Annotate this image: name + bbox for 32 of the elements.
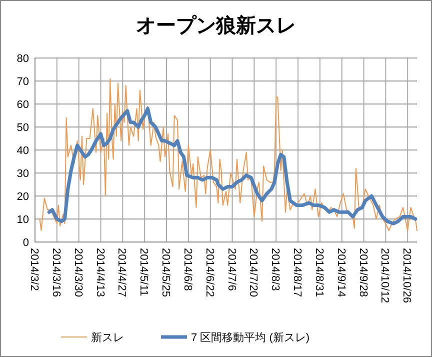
x-tick-label: 2014/4/27 [116, 248, 128, 297]
x-tick-label: 2014/8/3 [269, 248, 282, 291]
y-tick-label: 40 [16, 145, 29, 157]
x-tick-label: 2014/6/8 [181, 248, 194, 291]
x-tick-label: 2014/10/26 [400, 248, 413, 304]
y-tick-label: 60 [16, 99, 29, 111]
chart-title: オープン狼新スレ [136, 14, 296, 37]
x-tick-label: 2014/3/30 [72, 248, 84, 297]
x-tick-label: 2014/5/25 [160, 248, 172, 297]
x-tick-label: 2014/3/2 [28, 248, 40, 291]
y-tick-label: 50 [16, 122, 29, 134]
line-series [47, 106, 418, 226]
legend-label: 7 区間移動平均 (新スレ) [191, 331, 310, 344]
x-tick-label: 2014/7/20 [247, 248, 260, 297]
y-tick-label: 20 [16, 191, 29, 203]
x-tick-label: 2014/8/17 [291, 248, 304, 297]
x-tick-label: 2014/8/31 [312, 248, 325, 297]
x-tick-label: 2014/4/13 [94, 248, 106, 297]
y-tick-label: 10 [16, 214, 29, 226]
x-tick-label: 2014/6/22 [203, 248, 216, 297]
x-tick-label: 2014/9/28 [356, 248, 369, 297]
y-tick-label: 0 [22, 237, 29, 249]
x-tick-label: 2014/7/6 [225, 248, 238, 291]
x-tick-label: 2014/10/12 [378, 248, 391, 304]
line-series [39, 78, 418, 231]
y-tick-label: 30 [16, 168, 29, 180]
x-tick-label: 2014/9/14 [334, 248, 347, 297]
x-tick-label: 2014/5/11 [138, 248, 150, 296]
legend-label: 新スレ [91, 331, 124, 344]
y-tick-label: 80 [16, 53, 29, 65]
x-tick-label: 2014/3/16 [50, 248, 62, 297]
y-tick-label: 70 [16, 76, 29, 88]
